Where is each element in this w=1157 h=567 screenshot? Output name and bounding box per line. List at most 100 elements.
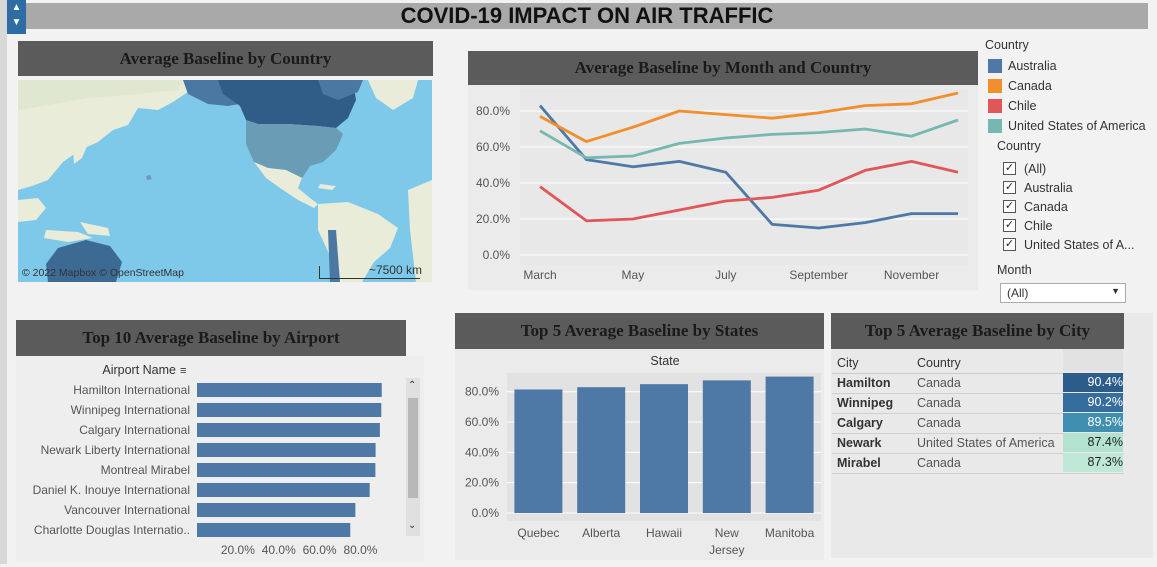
- dashboard-title: COVID-19 IMPACT ON AIR TRAFFIC: [26, 3, 1148, 29]
- country-filter-title: Country: [997, 139, 1041, 153]
- cell-city: Calgary: [837, 416, 883, 430]
- left-strip: [0, 0, 7, 564]
- legend-title: Country: [985, 38, 1029, 52]
- checkbox[interactable]: ✓: [1003, 162, 1016, 175]
- states-axis-header: State: [650, 354, 679, 368]
- table-header-city: City: [837, 356, 859, 370]
- category-label: Hawaii: [646, 526, 682, 540]
- x-tick-label: March: [523, 268, 556, 282]
- country-filter: ✓ (All) ✓ Australia ✓ Canada ✓ Chile ✓ United Sta…: [1003, 159, 1134, 254]
- category-label: Calgary International: [79, 423, 190, 437]
- sort-icon[interactable]: ≡: [180, 365, 186, 377]
- states-chart: State 0.0% 20.0% 40.0% 60.0% 80.0% Quebec Alber…: [465, 354, 821, 557]
- month-filter-value: (All): [1007, 286, 1029, 300]
- table-row[interactable]: Mirabel Canada 87.3%: [832, 453, 1124, 474]
- country-legend: Australia Canada Chile United States of Ame…: [988, 56, 1146, 136]
- legend-item[interactable]: United States of America: [988, 116, 1146, 136]
- bar[interactable]: [765, 376, 814, 513]
- legend-label: Canada: [1008, 79, 1052, 93]
- legend-swatch: [988, 119, 1002, 133]
- legend-label: Australia: [1008, 59, 1057, 73]
- scrollbar-thumb[interactable]: [408, 398, 418, 498]
- checkbox[interactable]: ✓: [1003, 219, 1016, 232]
- cell-value: 90.4%: [1063, 373, 1123, 392]
- airport-scrollbar[interactable]: ⌃ ⌄: [406, 378, 420, 536]
- x-tick-label: 80.0%: [343, 543, 377, 557]
- cell-city: Hamilton: [837, 376, 891, 390]
- filter-option-label: Chile: [1024, 218, 1053, 233]
- table-row[interactable]: Winnipeg Canada 90.2%: [832, 393, 1124, 414]
- bar[interactable]: [197, 383, 382, 397]
- airport-axis-header: Airport Name: [102, 363, 176, 377]
- map-scale-bar: [319, 266, 420, 279]
- cell-value: 87.3%: [1063, 453, 1123, 472]
- y-tick-label: 20.0%: [476, 212, 510, 226]
- scroll-up-icon[interactable]: ⌃: [408, 380, 417, 391]
- bar[interactable]: [702, 380, 751, 513]
- y-tick-label: 0.0%: [483, 248, 511, 262]
- cell-country: Canada: [917, 456, 961, 470]
- category-label: Jersey: [709, 543, 744, 557]
- series-line[interactable]: [539, 160, 959, 223]
- filter-option[interactable]: ✓ Australia: [1003, 178, 1134, 197]
- filter-option[interactable]: ✓ United States of A...: [1003, 235, 1134, 254]
- cell-city: Newark: [837, 436, 882, 450]
- map-title: Average Baseline by Country: [18, 41, 433, 76]
- bar[interactable]: [197, 403, 382, 417]
- bar[interactable]: [197, 463, 376, 477]
- cell-value: 89.5%: [1063, 413, 1123, 432]
- map-canvas: [18, 80, 432, 282]
- airport-chart-panel: Airport Name ≡ Hamilton International Winni…: [16, 356, 424, 562]
- cell-country: Canada: [917, 376, 961, 390]
- filter-option-label: (All): [1024, 161, 1047, 176]
- cell-country: Canada: [917, 416, 961, 430]
- cell-city: Winnipeg: [837, 396, 894, 410]
- filter-option[interactable]: ✓ Canada: [1003, 197, 1134, 216]
- category-label: Newark Liberty International: [41, 443, 190, 457]
- legend-swatch: [988, 99, 1002, 113]
- filter-option[interactable]: ✓ (All): [1003, 159, 1134, 178]
- x-tick-label: May: [622, 268, 645, 282]
- legend-swatch: [988, 59, 1002, 73]
- bar[interactable]: [514, 389, 563, 513]
- filter-option[interactable]: ✓ Chile: [1003, 216, 1134, 235]
- y-tick-label: 0.0%: [472, 506, 500, 520]
- x-tick-label: 40.0%: [262, 543, 296, 557]
- legend-item[interactable]: Canada: [988, 76, 1146, 96]
- cell-country: United States of America: [917, 436, 1055, 450]
- category-label: Quebec: [517, 526, 559, 540]
- y-tick-label: 60.0%: [476, 140, 510, 154]
- bar[interactable]: [640, 384, 688, 513]
- bar[interactable]: [197, 423, 380, 437]
- x-tick-label: July: [715, 268, 736, 282]
- category-label: Montreal Mirabel: [101, 463, 190, 477]
- category-label: Alberta: [582, 526, 620, 540]
- toolbar-toggle-button[interactable]: ▲ ▼: [7, 0, 26, 34]
- scroll-down-icon[interactable]: ⌄: [408, 520, 417, 531]
- y-tick-label: 40.0%: [476, 176, 510, 190]
- y-tick-label: 80.0%: [465, 385, 499, 399]
- bar[interactable]: [577, 387, 626, 513]
- chevron-down-icon: ▼: [11, 17, 22, 28]
- bar[interactable]: [197, 483, 370, 497]
- checkbox[interactable]: ✓: [1003, 181, 1016, 194]
- legend-label: Chile: [1008, 99, 1037, 113]
- bar[interactable]: [197, 503, 356, 517]
- table-row[interactable]: Calgary Canada 89.5%: [832, 413, 1124, 434]
- month-filter-dropdown[interactable]: (All) ▼: [1000, 283, 1126, 303]
- legend-item[interactable]: Australia: [988, 56, 1146, 76]
- country-map[interactable]: © 2022 Mapbox © OpenStreetMap ~7500 km: [18, 80, 432, 282]
- legend-item[interactable]: Chile: [988, 96, 1146, 116]
- series-line[interactable]: [539, 118, 959, 160]
- y-tick-label: 60.0%: [465, 415, 499, 429]
- checkbox[interactable]: ✓: [1003, 200, 1016, 213]
- map-scale-label: ~7500 km: [368, 263, 422, 277]
- states-chart-title: Top 5 Average Baseline by States: [455, 313, 824, 349]
- checkbox[interactable]: ✓: [1003, 238, 1016, 251]
- bar[interactable]: [197, 443, 376, 457]
- series-line[interactable]: [539, 91, 959, 143]
- table-row[interactable]: Hamilton Canada 90.4%: [832, 373, 1124, 394]
- table-row[interactable]: Newark United States of America 87.4%: [832, 433, 1124, 454]
- bar[interactable]: [197, 523, 351, 537]
- cell-country: Canada: [917, 396, 961, 410]
